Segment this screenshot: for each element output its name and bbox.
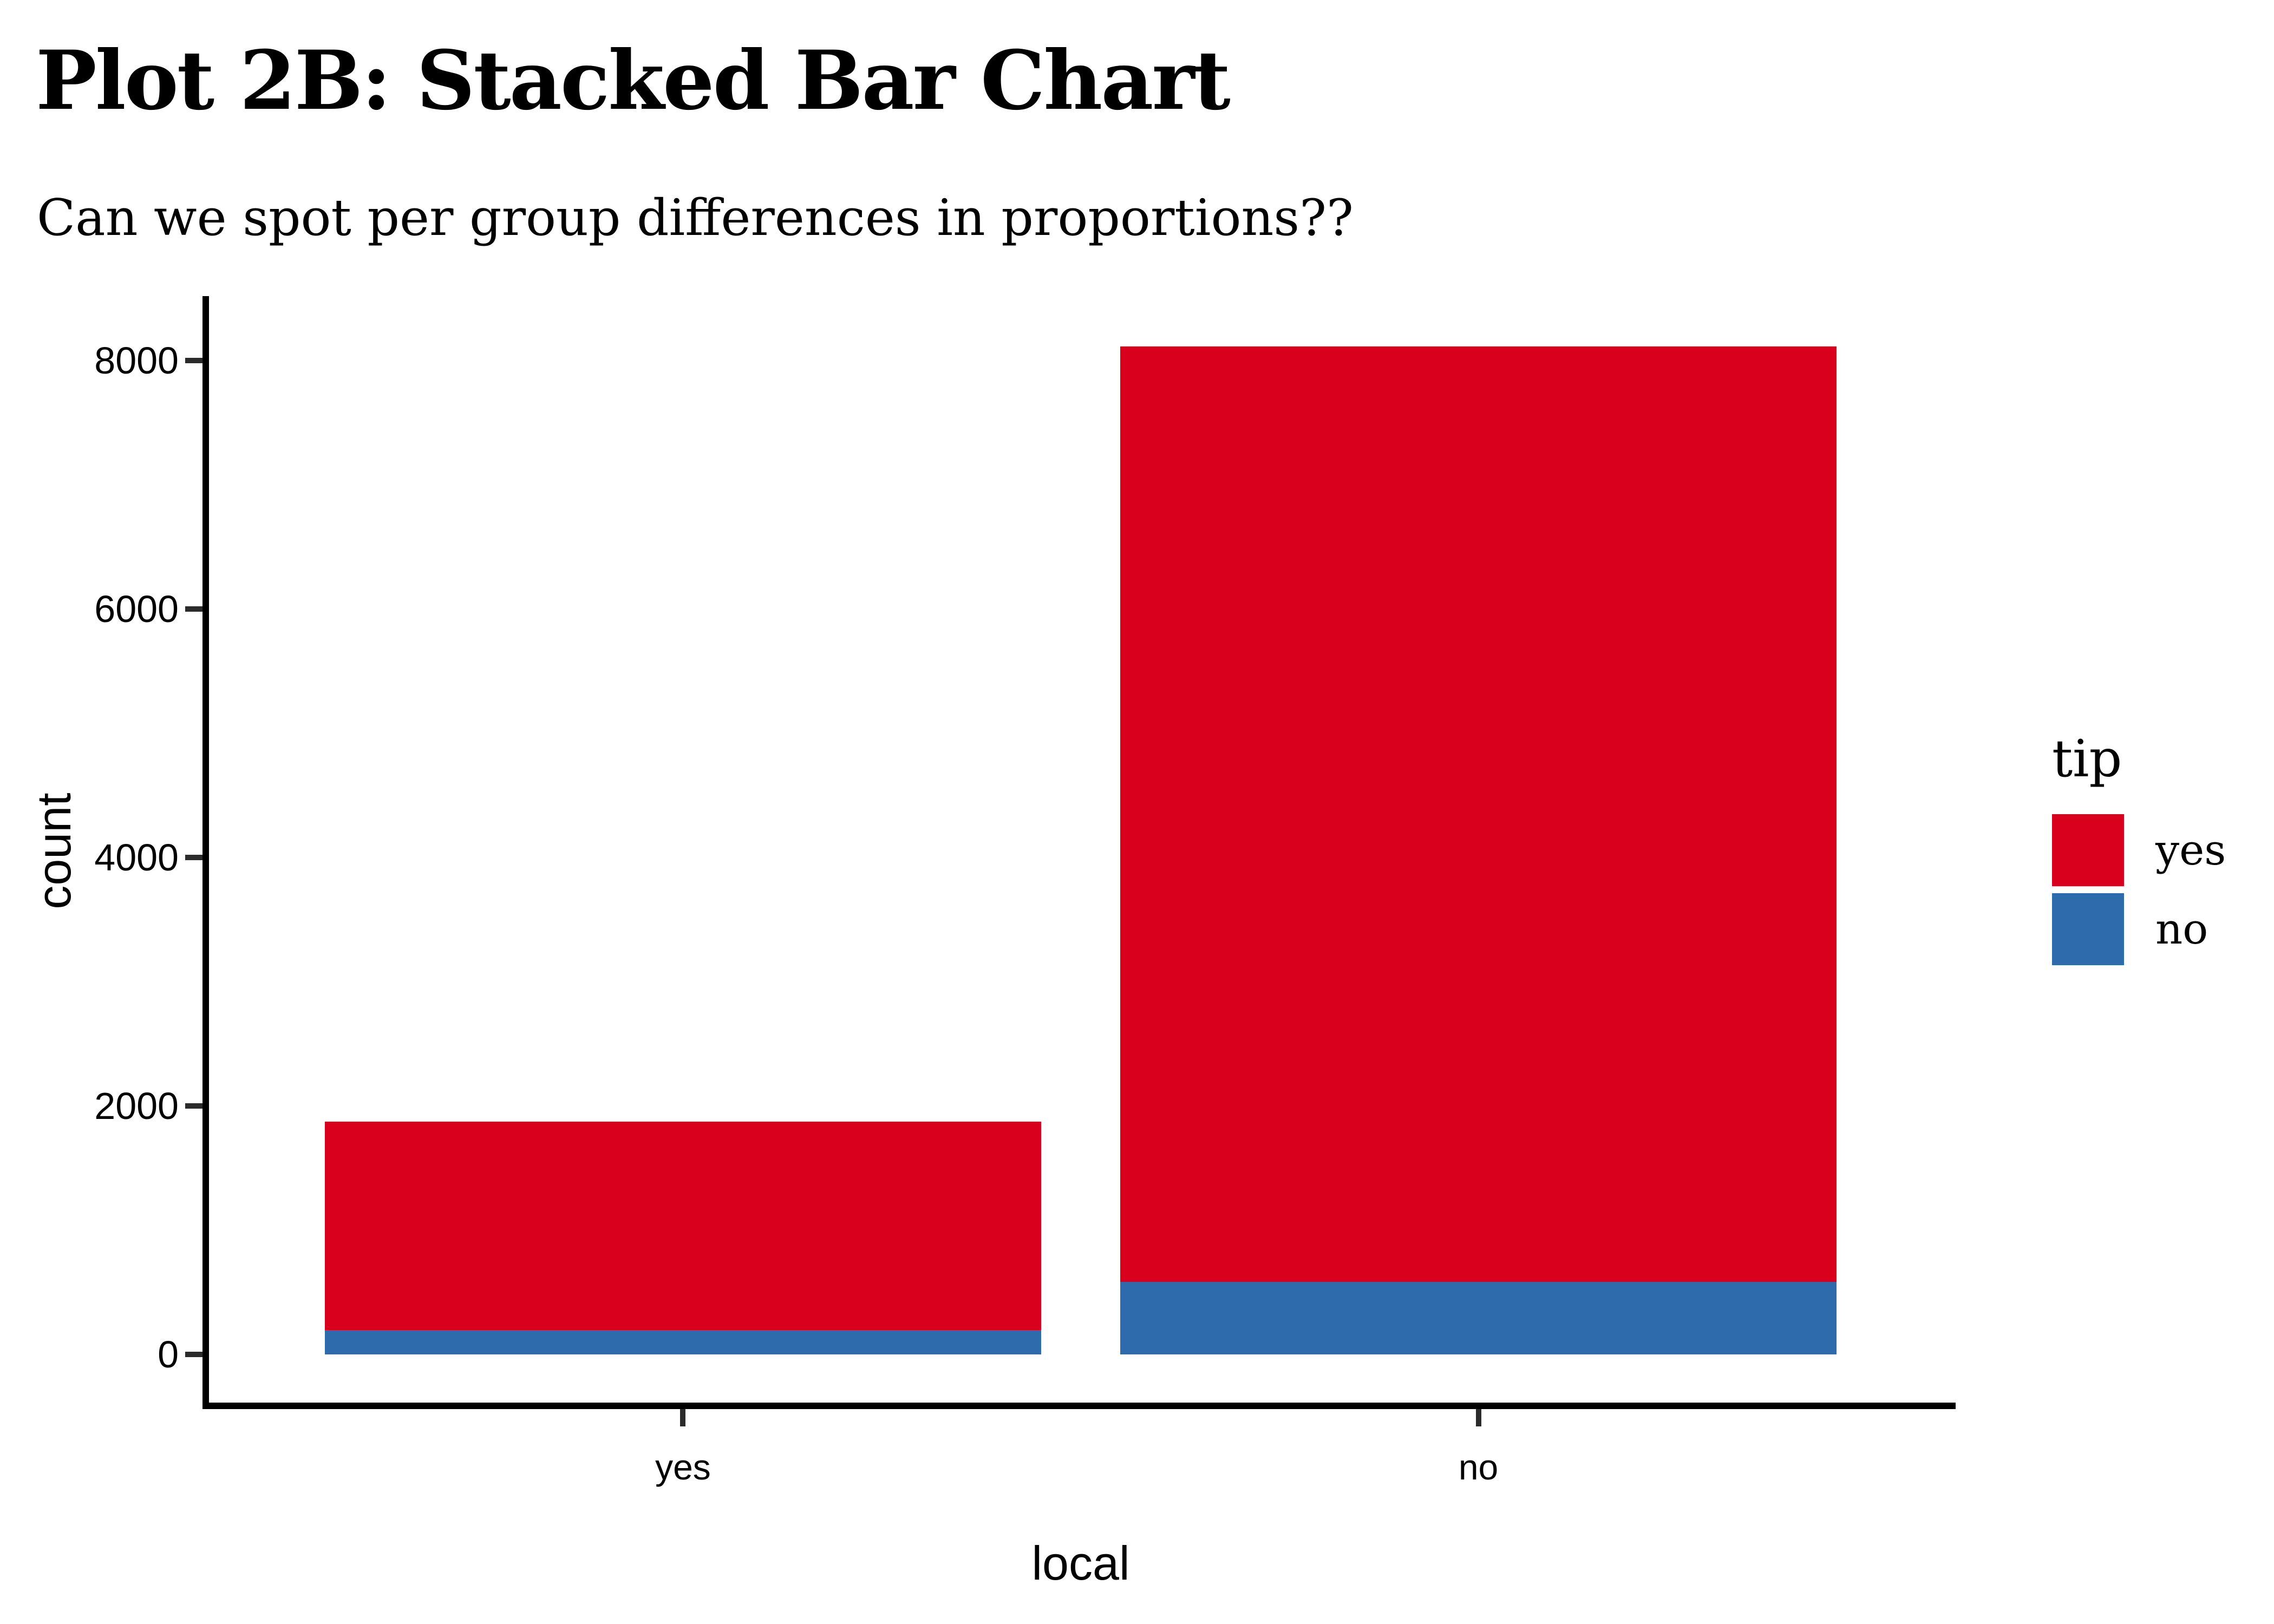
y-tick-label: 2000 [94,1085,179,1128]
legend: tip yes no [2052,724,2226,965]
y-axis-line [202,296,209,1409]
x-tick [1475,1409,1481,1426]
legend-key-no [2052,893,2124,965]
y-tick-label: 8000 [94,339,179,382]
y-tick-label: 0 [158,1333,179,1376]
y-tick [185,1351,202,1357]
y-tick [185,606,202,612]
bar-segment-no-no [1120,1281,1837,1354]
chart-subtitle: Can we spot per group differences in pro… [37,188,1354,247]
bar-segment-no-yes [1120,346,1837,1282]
bar-segment-yes-no [325,1330,1041,1354]
y-tick [185,855,202,861]
x-tick [680,1409,686,1426]
legend-item-yes: yes [2052,814,2226,886]
chart-title: Plot 2B: Stacked Bar Chart [36,33,1231,128]
y-tick-label: 6000 [94,588,179,631]
x-tick-label: yes [655,1447,711,1487]
bar-segment-yes-yes [325,1121,1041,1331]
legend-items: yes no [2052,814,2226,965]
legend-title: tip [2052,729,2122,789]
y-tick-label: 4000 [94,836,179,879]
legend-label: yes [2155,826,2226,875]
legend-label: no [2155,905,2208,954]
legend-item-no: no [2052,893,2226,965]
x-tick-label: no [1458,1447,1499,1487]
y-tick [185,358,202,364]
x-axis-title: local [1031,1536,1130,1590]
legend-key-yes [2052,814,2124,886]
y-tick [185,1103,202,1109]
x-axis-line [202,1403,1956,1409]
